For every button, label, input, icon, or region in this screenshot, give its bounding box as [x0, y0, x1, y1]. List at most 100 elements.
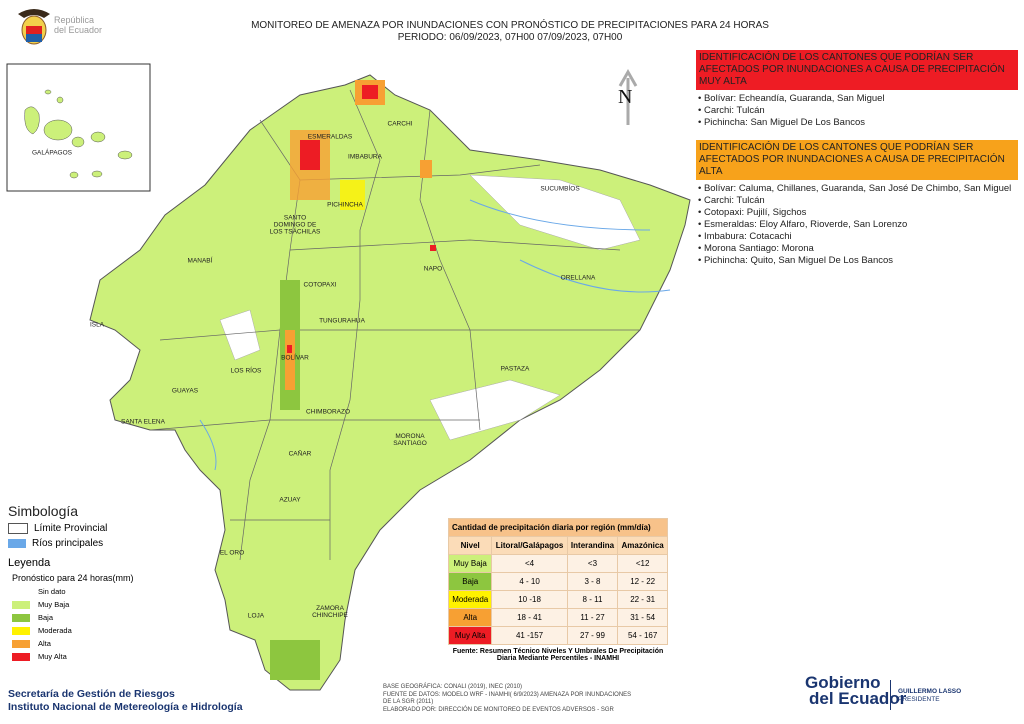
precip-areas: [270, 80, 436, 680]
institutions: Secretaría de Gestión de Riesgos Institut…: [8, 688, 243, 714]
province-label: ORELLANA: [560, 274, 596, 282]
alert-item: Carchi: Tulcán: [698, 195, 1016, 207]
president-role: PRESIDENTE: [898, 696, 940, 703]
province-label: IMBABURA: [348, 153, 382, 161]
item-label: Límite Provincial: [34, 523, 108, 534]
province-label: AZUAY: [279, 496, 301, 504]
alert-item: Imbabura: Cotacachi: [698, 231, 1016, 243]
level-cell: Alta: [447, 608, 493, 627]
level-cell: Muy Alta: [447, 626, 493, 645]
alert-item: Pichincha: San Miguel De Los Bancos: [698, 117, 1016, 129]
province-label: CHIMBORAZO: [305, 408, 351, 416]
alert-item: Cotopaxi: Pujilí, Sigchos: [698, 207, 1016, 219]
alert-item: Bolívar: Echeandía, Guaranda, San Miguel: [698, 93, 1016, 105]
province-label: MORONA SANTIAGO: [393, 433, 427, 447]
value-cell: 54 - 167: [617, 626, 668, 645]
province-label: SUCUMBÍOS: [540, 185, 580, 193]
table-row: Moderada 10 -18 8 - 11 22 - 31: [447, 590, 668, 609]
president-name: GUILLERMO LASSO: [898, 688, 962, 695]
value-cell: 12 - 22: [617, 572, 668, 591]
period: PERIODO: 06/09/2023, 07H00 07/09/2023, 0…: [397, 32, 623, 43]
alert-box: IDENTIFICACIÓN DE LOS CANTONES QUE PODRÍ…: [696, 140, 1018, 270]
province-label: SANTA ELENA: [121, 418, 165, 426]
value-cell: <4: [491, 554, 568, 573]
inset-label: GALÁPAGOS: [32, 149, 72, 157]
symbology-item: Límite Provincial: [8, 523, 134, 534]
alert-box: IDENTIFICACIÓN DE LOS CANTONES QUE PODRÍ…: [696, 50, 1018, 132]
value-cell: 11 - 27: [566, 608, 619, 627]
level-cell: Baja: [447, 572, 493, 591]
alert-item: Pichincha: Quito, San Miguel De Los Banc…: [698, 255, 1016, 267]
province-label: COTOPAXI: [303, 281, 337, 289]
notes: BASE GEOGRÁFICA: CONALI (2019), INEC (20…: [383, 684, 633, 714]
coat-of-arms: [18, 9, 50, 45]
level-swatch: [12, 652, 30, 661]
table-row: Muy Baja <4 <3 <12: [447, 554, 668, 573]
province-label: MANABÍ: [187, 257, 213, 265]
logo-text: República del Ecuador: [54, 15, 102, 35]
item-label: Ríos principales: [32, 538, 104, 549]
gov-logo: Gobierno del Ecuador: [805, 673, 907, 708]
level-item: Muy Alta: [12, 650, 134, 663]
legend-title: Leyenda: [8, 557, 51, 569]
level-swatch: [12, 626, 30, 635]
value-cell: 22 - 31: [617, 590, 668, 609]
table: Cantidad de precipitación diaria por reg…: [447, 518, 668, 645]
galapagos-islands: [24, 89, 133, 179]
value-cell: 4 - 10: [491, 572, 568, 591]
table-header: Nivel: [447, 536, 493, 555]
north-label: N: [618, 86, 633, 108]
table-row: Baja 4 - 10 3 - 8 12 - 22: [447, 572, 668, 591]
alert-title: IDENTIFICACIÓN DE LOS CANTONES QUE PODRÍ…: [696, 50, 1018, 90]
province-label: GUAYAS: [171, 387, 199, 395]
value-cell: 8 - 11: [566, 590, 619, 609]
province-label: ESMERALDAS: [307, 133, 353, 141]
level-cell: Moderada: [447, 590, 493, 609]
province-label: CAÑAR: [288, 450, 312, 458]
province-label: PICHINCHA: [327, 201, 363, 209]
province-label: ISLA: [89, 321, 105, 329]
table-header: Amazónica: [617, 536, 668, 555]
value-cell: 31 - 54: [617, 608, 668, 627]
value-cell: 10 -18: [491, 590, 568, 609]
note: FUENTE DE DATOS: MODELO WRF - INAMHI( 6/…: [383, 691, 632, 706]
symbology-title: Simbología: [8, 503, 79, 519]
map: [6, 63, 691, 691]
province-boundaries: [149, 89, 640, 561]
level-item: Sin dato: [12, 585, 134, 598]
province-label: EL ORO: [219, 549, 245, 557]
alert-item: Esmeraldas: Eloy Alfaro, Rioverde, San L…: [698, 219, 1016, 231]
province-label: ZAMORA CHINCHIPE: [312, 605, 348, 619]
alert-item: Carchi: Tulcán: [698, 105, 1016, 117]
no-data-areas: [219, 174, 641, 441]
table-source: Fuente: Resumen Técnico Niveles Y Umbral…: [452, 648, 664, 662]
threshold-table: Cantidad de precipitación diaria por reg…: [447, 518, 668, 662]
table-header: Interandina: [566, 536, 619, 555]
symbology-item: Ríos principales: [8, 538, 134, 549]
province-label: SANTO DOMINGO DE LOS TSÁCHILAS: [269, 214, 321, 236]
level-item: Moderada: [12, 624, 134, 637]
level-item: Muy Baja: [12, 598, 134, 611]
province-label: PASTAZA: [500, 365, 530, 373]
province-label: TUNGURAHUA: [319, 317, 365, 325]
level-swatch: [12, 613, 30, 622]
table-header: Litoral/Galápagos: [491, 536, 568, 555]
level-label: Baja: [38, 613, 54, 622]
level-swatch: [12, 639, 30, 648]
title: MONITOREO DE AMENAZA POR INUNDACIONES CO…: [251, 20, 769, 31]
value-cell: <12: [617, 554, 668, 573]
level-label: Alta: [38, 639, 51, 648]
alert-item: Bolívar: Caluma, Chillanes, Guaranda, Sa…: [698, 183, 1016, 195]
logo-line: República: [54, 15, 95, 25]
header: MONITOREO DE AMENAZA POR INUNDACIONES CO…: [200, 20, 820, 44]
logo-line: del Ecuador: [809, 689, 907, 708]
level-item: Alta: [12, 637, 134, 650]
level-label: Muy Alta: [38, 652, 67, 661]
logo-line: Gobierno: [805, 673, 881, 692]
level-label: Sin dato: [38, 587, 66, 596]
forecast-title: Pronóstico para 24 horas(mm): [12, 573, 134, 583]
level-item: Baja: [12, 611, 134, 624]
logo-line: del Ecuador: [54, 25, 103, 35]
level-swatch: [12, 600, 30, 609]
